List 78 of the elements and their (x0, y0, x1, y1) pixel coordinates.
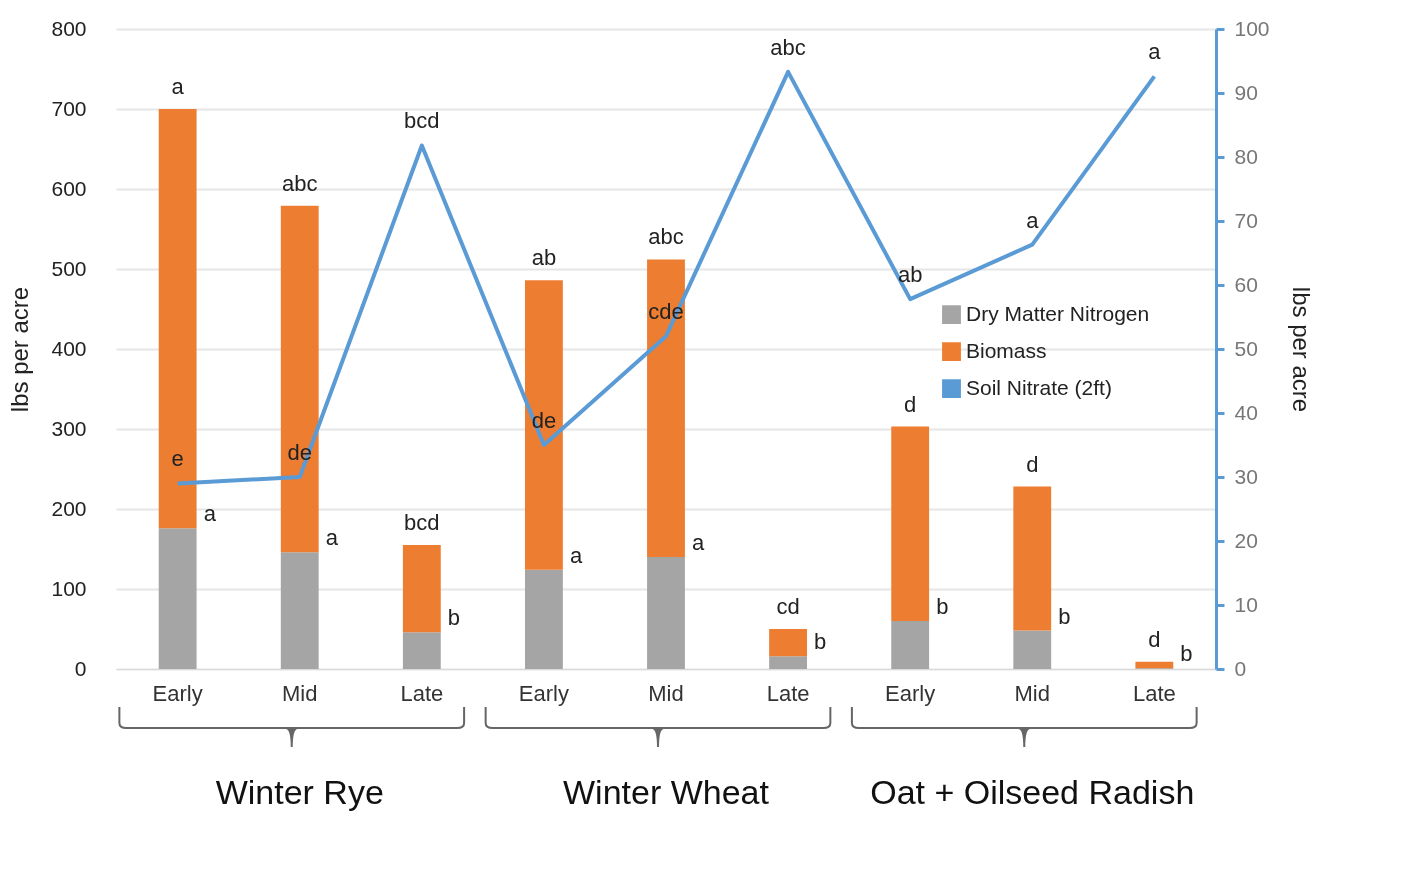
bar (647, 259, 685, 557)
data-label: bcd (404, 510, 440, 535)
y-tick-label: 0 (74, 656, 87, 680)
x-tick-label: Early (152, 680, 203, 706)
y2-tick-label: 60 (1234, 272, 1258, 296)
y2-tick-label: 40 (1234, 400, 1258, 424)
data-label: ab (897, 262, 923, 288)
bar (280, 205, 319, 553)
y-axis-title: lbs per acre (6, 286, 34, 413)
data-label: e (171, 446, 184, 472)
bar (891, 426, 930, 621)
bar (402, 545, 441, 633)
bar (158, 109, 197, 529)
y-tick-label: 300 (51, 416, 87, 440)
text: Winter Wheat (563, 773, 770, 811)
x-tick-label: Early (885, 680, 936, 706)
data-label: d (904, 391, 917, 417)
text: Winter Rye (215, 773, 384, 811)
data-label: a (692, 530, 705, 555)
data-label: b (1180, 641, 1193, 667)
x-tick-label: Late (766, 680, 810, 706)
y-tick-label: 200 (51, 496, 87, 520)
bar (769, 629, 808, 657)
bar (280, 552, 319, 669)
x-tick-label: Early (518, 680, 569, 706)
bar (1013, 486, 1052, 631)
data-label: a (1026, 207, 1040, 233)
x-tick-label: Mid (648, 680, 684, 706)
y-tick-label: 700 (51, 96, 87, 120)
x-tick-label: Late (1132, 680, 1176, 706)
y-tick-label: 500 (51, 256, 87, 280)
bar (1013, 630, 1052, 669)
data-label: a (1148, 39, 1162, 65)
y2-tick-label: 100 (1234, 16, 1270, 40)
bar (524, 280, 563, 570)
y-tick-label: 600 (51, 176, 87, 200)
x-tick-label: Late (400, 680, 444, 706)
y2-tick-label: 30 (1234, 464, 1258, 488)
y-tick-label: 100 (51, 576, 87, 600)
legend-label: Dry Matter Nitrogen (966, 301, 1150, 325)
y2-tick-label: 70 (1234, 208, 1258, 232)
bar (891, 621, 930, 669)
bar (402, 632, 441, 669)
bar (524, 569, 563, 669)
data-label: d (1026, 451, 1039, 477)
data-label: a (325, 525, 339, 551)
data-label: a (171, 74, 185, 99)
legend-label: Biomass (966, 338, 1047, 362)
data-label: b (1058, 603, 1071, 629)
data-label: abc (282, 170, 318, 196)
y2-tick-label: 20 (1234, 528, 1258, 552)
bar (158, 528, 197, 669)
y2-tick-label: 80 (1234, 144, 1258, 168)
data-label: d (1148, 626, 1161, 652)
data-label: bcd (404, 108, 440, 134)
x-tick-label: Mid (1014, 680, 1050, 706)
data-label: cd (776, 594, 800, 619)
data-label: a (569, 542, 583, 568)
text: Oat + Oilseed Radish (870, 773, 1195, 811)
data-label: b (936, 594, 949, 619)
y2-tick-label: 50 (1234, 336, 1258, 360)
y-tick-label: 800 (51, 16, 87, 40)
bar (647, 557, 685, 669)
data-label: abc (770, 34, 806, 60)
y2-tick-label: 0 (1234, 656, 1247, 680)
y2-tick-label: 10 (1234, 592, 1258, 616)
data-label: abc (648, 224, 684, 250)
y2-axis-title: lbs per acre (1287, 286, 1315, 413)
bar (1135, 661, 1174, 669)
bar (769, 656, 808, 669)
data-label: ab (531, 245, 557, 271)
data-label: a (203, 501, 217, 527)
data-label: b (447, 605, 461, 631)
x-tick-label: Mid (282, 680, 318, 706)
data-label: b (814, 629, 827, 655)
legend-label: Soil Nitrate (2ft) (966, 375, 1112, 399)
y2-tick-label: 90 (1234, 80, 1258, 104)
y-tick-label: 400 (51, 336, 87, 360)
